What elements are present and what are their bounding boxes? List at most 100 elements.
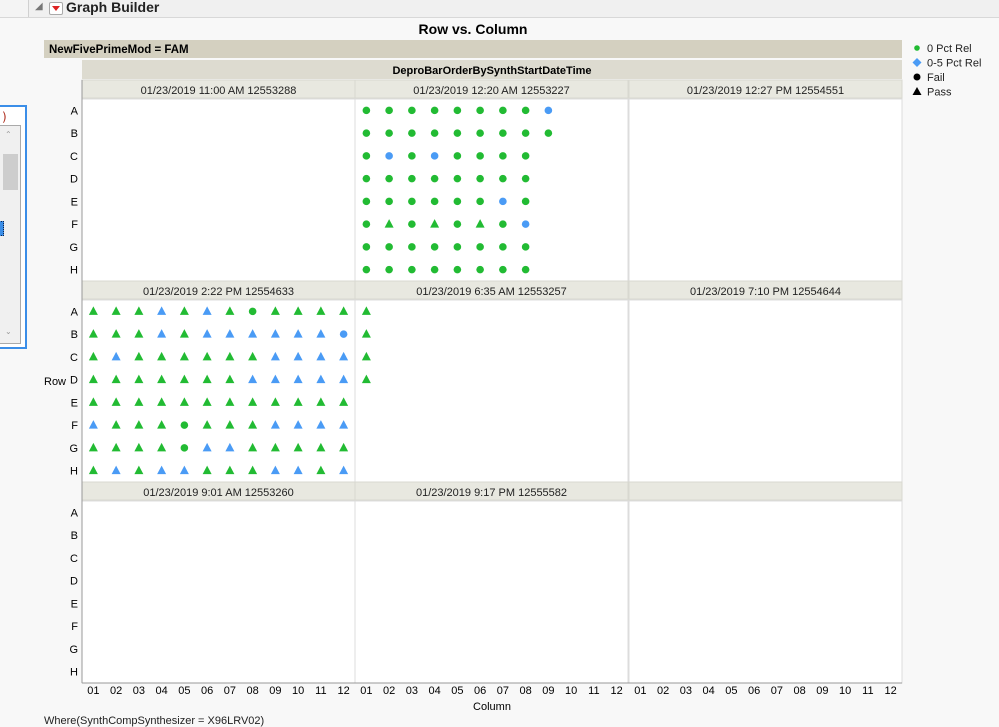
data-point-H02[interactable] [385,265,393,274]
data-point-D05[interactable] [179,374,189,384]
data-point-F04[interactable] [430,219,440,228]
data-point-F01[interactable] [88,420,98,429]
data-point-F02[interactable] [384,219,394,228]
data-point-C03[interactable] [134,351,144,361]
data-point-E08[interactable] [521,197,530,206]
data-point-H04[interactable] [157,465,167,475]
data-point-A08[interactable] [521,106,530,115]
data-point-B01[interactable] [361,329,371,338]
data-point-C07[interactable] [225,351,235,361]
data-point-D03[interactable] [134,374,144,384]
data-point-F03[interactable] [134,420,144,429]
data-point-E07[interactable] [499,197,507,206]
data-point-E03[interactable] [408,197,416,206]
data-point-E01[interactable] [88,397,98,406]
data-point-B02[interactable] [111,329,121,338]
data-point-F08[interactable] [521,220,530,228]
data-point-H03[interactable] [408,265,416,274]
data-point-F09[interactable] [270,420,280,429]
data-point-E06[interactable] [476,197,484,206]
data-point-A07[interactable] [499,106,507,115]
data-point-H08[interactable] [248,465,258,475]
data-point-B05[interactable] [453,129,462,137]
data-point-G01[interactable] [362,243,371,251]
data-point-H07[interactable] [499,265,507,274]
data-point-D09[interactable] [270,374,280,384]
data-point-H04[interactable] [430,265,439,274]
data-point-D08[interactable] [521,174,530,183]
data-point-G04[interactable] [157,442,167,452]
data-point-A08[interactable] [248,307,257,316]
scroll-up-icon[interactable]: ⌃ [5,130,12,139]
data-point-B08[interactable] [248,329,258,338]
data-point-B02[interactable] [385,129,393,137]
data-point-A09[interactable] [270,306,280,315]
data-point-F02[interactable] [111,420,121,429]
data-point-C05[interactable] [453,152,462,160]
data-point-G08[interactable] [521,243,530,251]
legend-item-label[interactable]: Pass [927,87,952,99]
data-point-H12[interactable] [339,465,349,475]
red-triangle-menu-button[interactable] [49,2,63,15]
selected-item-marker[interactable] [0,221,4,236]
data-point-E04[interactable] [430,197,439,206]
data-point-A06[interactable] [202,306,212,315]
data-point-F11[interactable] [316,420,326,429]
data-point-E11[interactable] [316,397,326,406]
data-point-C01[interactable] [362,152,371,160]
data-point-A05[interactable] [179,306,189,315]
data-point-G01[interactable] [88,442,98,452]
data-point-C10[interactable] [293,351,303,361]
data-point-D03[interactable] [408,174,416,183]
data-point-H05[interactable] [179,465,189,475]
data-point-D01[interactable] [88,374,98,384]
data-point-B08[interactable] [521,129,530,137]
data-point-C05[interactable] [179,351,189,361]
data-point-C03[interactable] [408,152,416,160]
legend-item-label[interactable]: 0 Pct Rel [927,43,972,55]
data-point-E05[interactable] [453,197,462,206]
disclosure-triangle-icon[interactable]: ◢ [35,1,43,12]
data-point-E07[interactable] [225,397,235,406]
data-point-G03[interactable] [408,243,416,251]
data-point-H06[interactable] [202,465,212,475]
data-point-A04[interactable] [430,106,439,115]
data-point-D10[interactable] [293,374,303,384]
data-point-E02[interactable] [111,397,121,406]
data-point-D02[interactable] [111,374,121,384]
data-point-H08[interactable] [521,265,530,274]
data-point-C08[interactable] [521,152,530,160]
data-point-A02[interactable] [111,306,121,315]
data-point-E05[interactable] [179,397,189,406]
data-point-E06[interactable] [202,397,212,406]
data-point-F03[interactable] [408,220,416,228]
data-point-E12[interactable] [339,397,349,406]
data-point-A01[interactable] [88,306,98,315]
data-point-B11[interactable] [316,329,326,338]
data-point-H10[interactable] [293,465,303,475]
data-point-E04[interactable] [157,397,167,406]
data-point-B12[interactable] [339,330,348,338]
data-point-D07[interactable] [499,174,507,183]
data-point-A12[interactable] [339,306,349,315]
data-point-G05[interactable] [180,444,189,452]
data-point-A07[interactable] [225,306,235,315]
data-point-H07[interactable] [225,465,235,475]
data-point-H09[interactable] [270,465,280,475]
data-point-C04[interactable] [430,152,439,160]
data-point-H11[interactable] [316,465,326,475]
legend-item-label[interactable]: 0-5 Pct Rel [927,58,981,70]
data-point-A06[interactable] [476,106,484,115]
data-point-E02[interactable] [385,197,393,206]
data-point-A09[interactable] [544,106,553,115]
data-point-E03[interactable] [134,397,144,406]
data-point-B04[interactable] [157,329,167,338]
data-point-C02[interactable] [111,351,121,361]
data-point-C01[interactable] [361,351,371,361]
data-point-G06[interactable] [202,442,212,452]
data-point-G02[interactable] [111,442,121,452]
data-point-D01[interactable] [362,174,371,183]
data-point-E09[interactable] [270,397,280,406]
data-point-C06[interactable] [476,152,484,160]
data-point-C08[interactable] [248,351,258,361]
